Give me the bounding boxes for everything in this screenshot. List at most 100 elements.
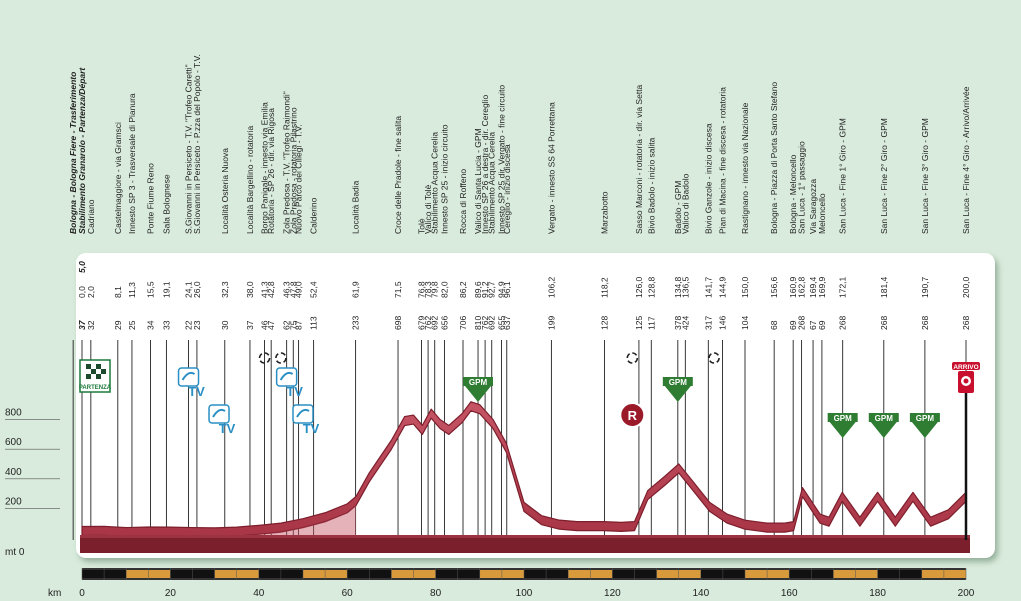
location-label: San Luca - Fine 4° Giro - Arrivo/Arrivée (961, 86, 971, 234)
km-value: 106,2 (546, 276, 556, 298)
km-value: 128,8 (646, 276, 656, 298)
altitude-value: 268 (920, 316, 930, 330)
roundabout-icon (708, 352, 720, 364)
start-box (79, 359, 111, 393)
altitude-value: 762 (480, 316, 490, 330)
location-label: Marzabotto (599, 191, 609, 234)
refreshment-circle (619, 402, 646, 428)
text-layer: Bologna - Bologna Fiere - TrasferimentoS… (68, 54, 971, 330)
altitude-value: 762 (423, 316, 433, 330)
km-value: 172,1 (838, 276, 848, 298)
km-value: 169,9 (817, 276, 827, 298)
gpm-label: GPM (469, 378, 488, 387)
altitude-value: 233 (351, 316, 361, 330)
x-tick-label: 200 (958, 588, 975, 599)
altitude-value: 317 (703, 316, 713, 330)
location-label: Badolo - GPM (673, 181, 683, 234)
location-label: Via Saragozza (808, 179, 818, 234)
location-label: Calderino (309, 197, 319, 234)
altitude-value: 117 (646, 316, 656, 330)
location-label: Ponte Fiume Reno (146, 163, 156, 234)
location-label: Innesto SP 25 - inizio circuito (439, 124, 449, 234)
km-value: 24,1 (184, 281, 194, 298)
location-label: Zola Predosa - rotatoria Pilastrino (288, 107, 298, 234)
y-tick-label: 800 (5, 408, 22, 419)
gpm-marker: GPM (827, 413, 858, 438)
altitude-value: 268 (797, 316, 807, 330)
location-label: San Luca - Fine 1° Giro - GPM (838, 118, 848, 234)
checker-square (86, 374, 91, 379)
chart-panel (76, 253, 995, 558)
base-band-highlight (80, 535, 970, 538)
km-value: 42,8 (266, 281, 276, 298)
location-label: Borgo Panigale - innesto via Emilia (260, 102, 270, 234)
gpm-label: GPM (916, 414, 935, 423)
altitude-value: 23 (192, 320, 202, 330)
location-label: Rotatoria - SP 26 - dir. via Rigosa (266, 108, 276, 234)
gpm-triangle (829, 422, 856, 438)
refreshment-label: R (628, 408, 638, 423)
km-value: 150,0 (740, 276, 750, 298)
km-value: 94,9 (496, 281, 506, 298)
altitude-value: 30 (220, 320, 230, 330)
location-label: Nuovo Parco dei Ciliegi - T.V. (294, 124, 304, 234)
tv-label: TV (286, 384, 303, 399)
start-label: PARTENZA (79, 385, 112, 391)
checker-square (101, 369, 106, 374)
location-label: Rastignano - innesto via Nazionale (740, 102, 750, 234)
altitude-value: 104 (740, 316, 750, 330)
km-value: 46,3 (282, 281, 292, 298)
location-label: San Luca - 1° passaggio (797, 141, 807, 234)
x-tick-label: 160 (781, 588, 798, 599)
altitude-value: 268 (879, 316, 889, 330)
altitude-value: 37 (77, 319, 87, 330)
altitude-value: 656 (439, 316, 449, 330)
location-label: Innesto SP 26 a destra - dir. Cereglio (480, 94, 490, 234)
x-tick-label: 80 (430, 588, 442, 599)
km-value: 61,9 (351, 281, 361, 298)
tv-wave (212, 408, 226, 418)
location-label: Meloncello (817, 193, 827, 234)
tv-label: TV (303, 421, 320, 436)
location-label: Località Badia (351, 180, 361, 234)
tv-label: TV (188, 384, 205, 399)
checker-square (96, 364, 101, 369)
km-value: 0,0 (77, 286, 87, 298)
x-tick-label: 20 (165, 588, 177, 599)
x-tick-label: 140 (692, 588, 709, 599)
location-label: Località Bargellino - rotatoria (245, 126, 255, 234)
gpm-label: GPM (669, 378, 688, 387)
km-value: 200,0 (961, 276, 971, 298)
guide-lines (72, 340, 967, 540)
start-flag: PARTENZA (79, 359, 112, 393)
location-label: Cadriano (86, 199, 96, 234)
km-value: 136,5 (680, 276, 690, 298)
x-tick-label: 180 (869, 588, 886, 599)
gpm-triangle (664, 386, 691, 402)
km-value: 26,0 (192, 281, 202, 298)
km-value: 78,3 (423, 281, 433, 298)
km-value: 15,5 (146, 281, 156, 298)
altitude-value: 67 (808, 320, 818, 330)
y-tick-label: 200 (5, 496, 22, 507)
altitude-value: 125 (634, 316, 644, 330)
tv-icon: TV (208, 404, 236, 436)
tv-icon: TV (177, 367, 205, 399)
altitude-value: 199 (546, 316, 556, 330)
altitude-value: 706 (458, 316, 468, 330)
roundabout-circle (708, 352, 720, 364)
x-tick-label: 100 (516, 588, 533, 599)
roundabout-circle (626, 352, 639, 364)
finish-banner (952, 362, 980, 370)
gpm-label: GPM (875, 414, 894, 423)
km-value: 169,4 (808, 276, 818, 298)
km-value: 82,0 (439, 281, 449, 298)
tv-icon: TV (275, 367, 303, 399)
location-label: Sala Bolognese (161, 174, 171, 234)
km-value: 134,8 (673, 276, 683, 298)
altitude-value: 810 (473, 316, 483, 330)
tv-wave (181, 371, 196, 381)
km-value: 141,7 (703, 276, 713, 298)
y-tick-label: 400 (5, 467, 22, 478)
